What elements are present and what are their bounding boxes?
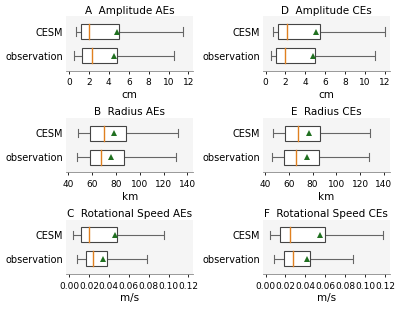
Bar — [284, 251, 310, 266]
Bar — [81, 24, 119, 39]
Title: B  Radius AEs: B Radius AEs — [94, 107, 165, 117]
Bar — [276, 48, 315, 63]
Bar — [82, 48, 117, 63]
Bar — [86, 251, 107, 266]
Bar — [81, 227, 117, 243]
Bar — [90, 150, 124, 165]
Bar — [285, 125, 320, 141]
Title: D  Amplitude CEs: D Amplitude CEs — [281, 6, 372, 15]
Title: C  Rotational Speed AEs: C Rotational Speed AEs — [67, 209, 192, 219]
Bar — [278, 24, 320, 39]
X-axis label: m/s: m/s — [317, 294, 336, 303]
X-axis label: m/s: m/s — [120, 294, 139, 303]
Bar — [284, 150, 318, 165]
Bar — [90, 125, 126, 141]
Bar — [280, 227, 325, 243]
Title: A  Amplitude AEs: A Amplitude AEs — [85, 6, 174, 15]
Title: F  Rotational Speed CEs: F Rotational Speed CEs — [264, 209, 388, 219]
X-axis label: cm: cm — [122, 90, 138, 100]
X-axis label: km: km — [122, 192, 138, 202]
Title: E  Radius CEs: E Radius CEs — [291, 107, 362, 117]
X-axis label: km: km — [318, 192, 334, 202]
X-axis label: cm: cm — [318, 90, 334, 100]
